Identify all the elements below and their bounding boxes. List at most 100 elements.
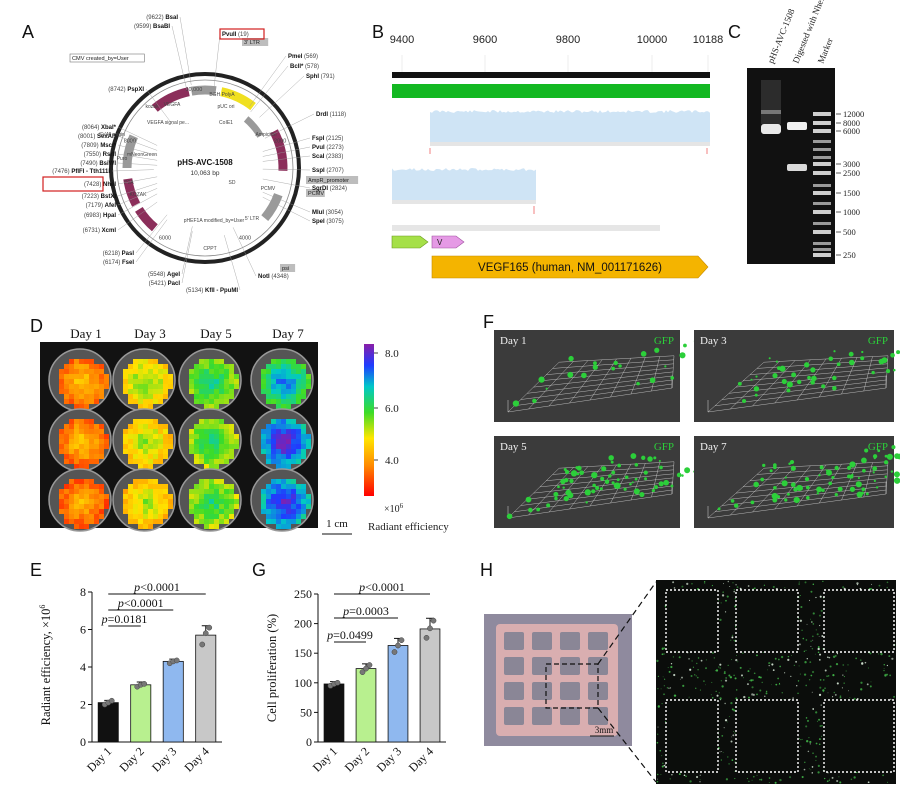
fluorescent-cell <box>810 640 812 642</box>
well-pixel <box>276 494 281 499</box>
well-pixel <box>229 499 234 504</box>
fluorescent-cell <box>822 580 824 583</box>
gfp-cell-dot <box>570 470 578 477</box>
restriction-site-label: (7428) NheI <box>84 182 116 188</box>
fluorescent-cell <box>792 697 794 699</box>
well-pixel <box>199 359 204 364</box>
well-pixel <box>199 444 204 449</box>
gfp-cell-dot <box>772 373 778 379</box>
well-pixel <box>281 484 286 489</box>
fluorescent-cell <box>822 691 824 693</box>
well-pixel <box>74 389 79 394</box>
well-pixel <box>158 514 163 519</box>
well-pixel <box>99 364 104 369</box>
fluorescent-cell <box>804 661 807 664</box>
well-pixel <box>74 369 79 374</box>
well-pixel <box>133 509 138 514</box>
fluorescent-cell <box>768 665 770 667</box>
well-pixel <box>133 444 138 449</box>
gfp-cell-dot <box>771 492 778 500</box>
well-pixel <box>59 389 64 394</box>
fluorescent-cell <box>798 738 800 740</box>
fluorescent-cell <box>731 759 734 761</box>
well-pixel <box>128 484 133 489</box>
fluorescent-cell <box>811 772 814 774</box>
well-pixel <box>281 429 286 434</box>
well-pixel <box>163 369 168 374</box>
scaffold-pore <box>588 632 608 650</box>
well-pixel <box>143 444 148 449</box>
well-pixel <box>94 454 99 459</box>
scaffold-pore-outline <box>735 589 799 653</box>
well-pixel <box>209 524 214 529</box>
well-pixel <box>306 384 311 389</box>
fluorescent-cell <box>832 674 835 677</box>
fluorescent-cell <box>721 685 724 688</box>
fluorescent-cell <box>657 705 660 708</box>
plasmid-outer-feature-box <box>242 38 269 46</box>
well-pixel <box>158 509 163 514</box>
well-pixel <box>276 484 281 489</box>
well-pixel <box>271 504 276 509</box>
well-pixel <box>158 429 163 434</box>
grid-line <box>707 362 765 413</box>
fluorescent-cell <box>657 778 659 780</box>
fluorescent-cell <box>689 668 692 671</box>
well-pixel <box>214 459 219 464</box>
well-pixel <box>281 399 286 404</box>
gfp-cell-dot <box>786 381 793 388</box>
well-pixel <box>204 384 209 389</box>
well-pixel <box>214 519 219 524</box>
well-pixel <box>69 399 74 404</box>
grid-line <box>610 464 632 504</box>
well-pixel <box>219 379 224 384</box>
well-pixel <box>74 359 79 364</box>
fluorescent-cell <box>869 685 872 688</box>
well-pixel <box>194 444 199 449</box>
well-pixel <box>79 429 84 434</box>
fluorescent-cell <box>811 670 815 674</box>
well-pixel <box>199 424 204 429</box>
fluorescent-cell <box>667 666 669 669</box>
well-pixel <box>229 489 234 494</box>
well-pixel <box>79 419 84 424</box>
grid-line <box>885 461 889 495</box>
fluorescent-cell <box>821 635 824 638</box>
well-pixel <box>261 489 266 494</box>
well-pixel <box>143 459 148 464</box>
fluorescent-cell <box>806 719 810 722</box>
well-pixel <box>261 499 266 504</box>
well-pixel <box>148 519 153 524</box>
well-pixel <box>89 419 94 424</box>
well-pixel <box>133 429 138 434</box>
grid-line <box>841 463 858 501</box>
fluorescent-cell <box>703 582 706 584</box>
well-pixel <box>99 379 104 384</box>
gfp-cell-dot <box>861 350 864 354</box>
well-pixel <box>209 509 214 514</box>
fluorescent-cell <box>756 775 758 776</box>
well-pixel <box>219 439 224 444</box>
fluorescent-cell <box>681 585 684 588</box>
fluorescent-cell <box>818 624 821 627</box>
fluorescent-cell <box>725 599 727 602</box>
day-label: Day 5 <box>200 326 231 341</box>
well-pixel <box>99 394 104 399</box>
well-pixel <box>104 494 109 499</box>
well-pixel <box>204 429 209 434</box>
fluorescent-cell <box>869 652 872 655</box>
well-pixel <box>133 484 138 489</box>
well-pixel <box>69 389 74 394</box>
x-category-label: Day 1 <box>310 744 340 774</box>
gfp-cell-dot <box>653 456 657 460</box>
well-pixel <box>291 379 296 384</box>
gfp-cell-dot <box>804 477 810 482</box>
well-pixel <box>79 519 84 524</box>
well-pixel <box>94 364 99 369</box>
well-pixel <box>99 514 104 519</box>
well-pixel <box>199 389 204 394</box>
well-pixel <box>84 464 89 469</box>
gfp-cell-dot <box>784 476 787 479</box>
gfp-cell-dot <box>821 384 826 389</box>
